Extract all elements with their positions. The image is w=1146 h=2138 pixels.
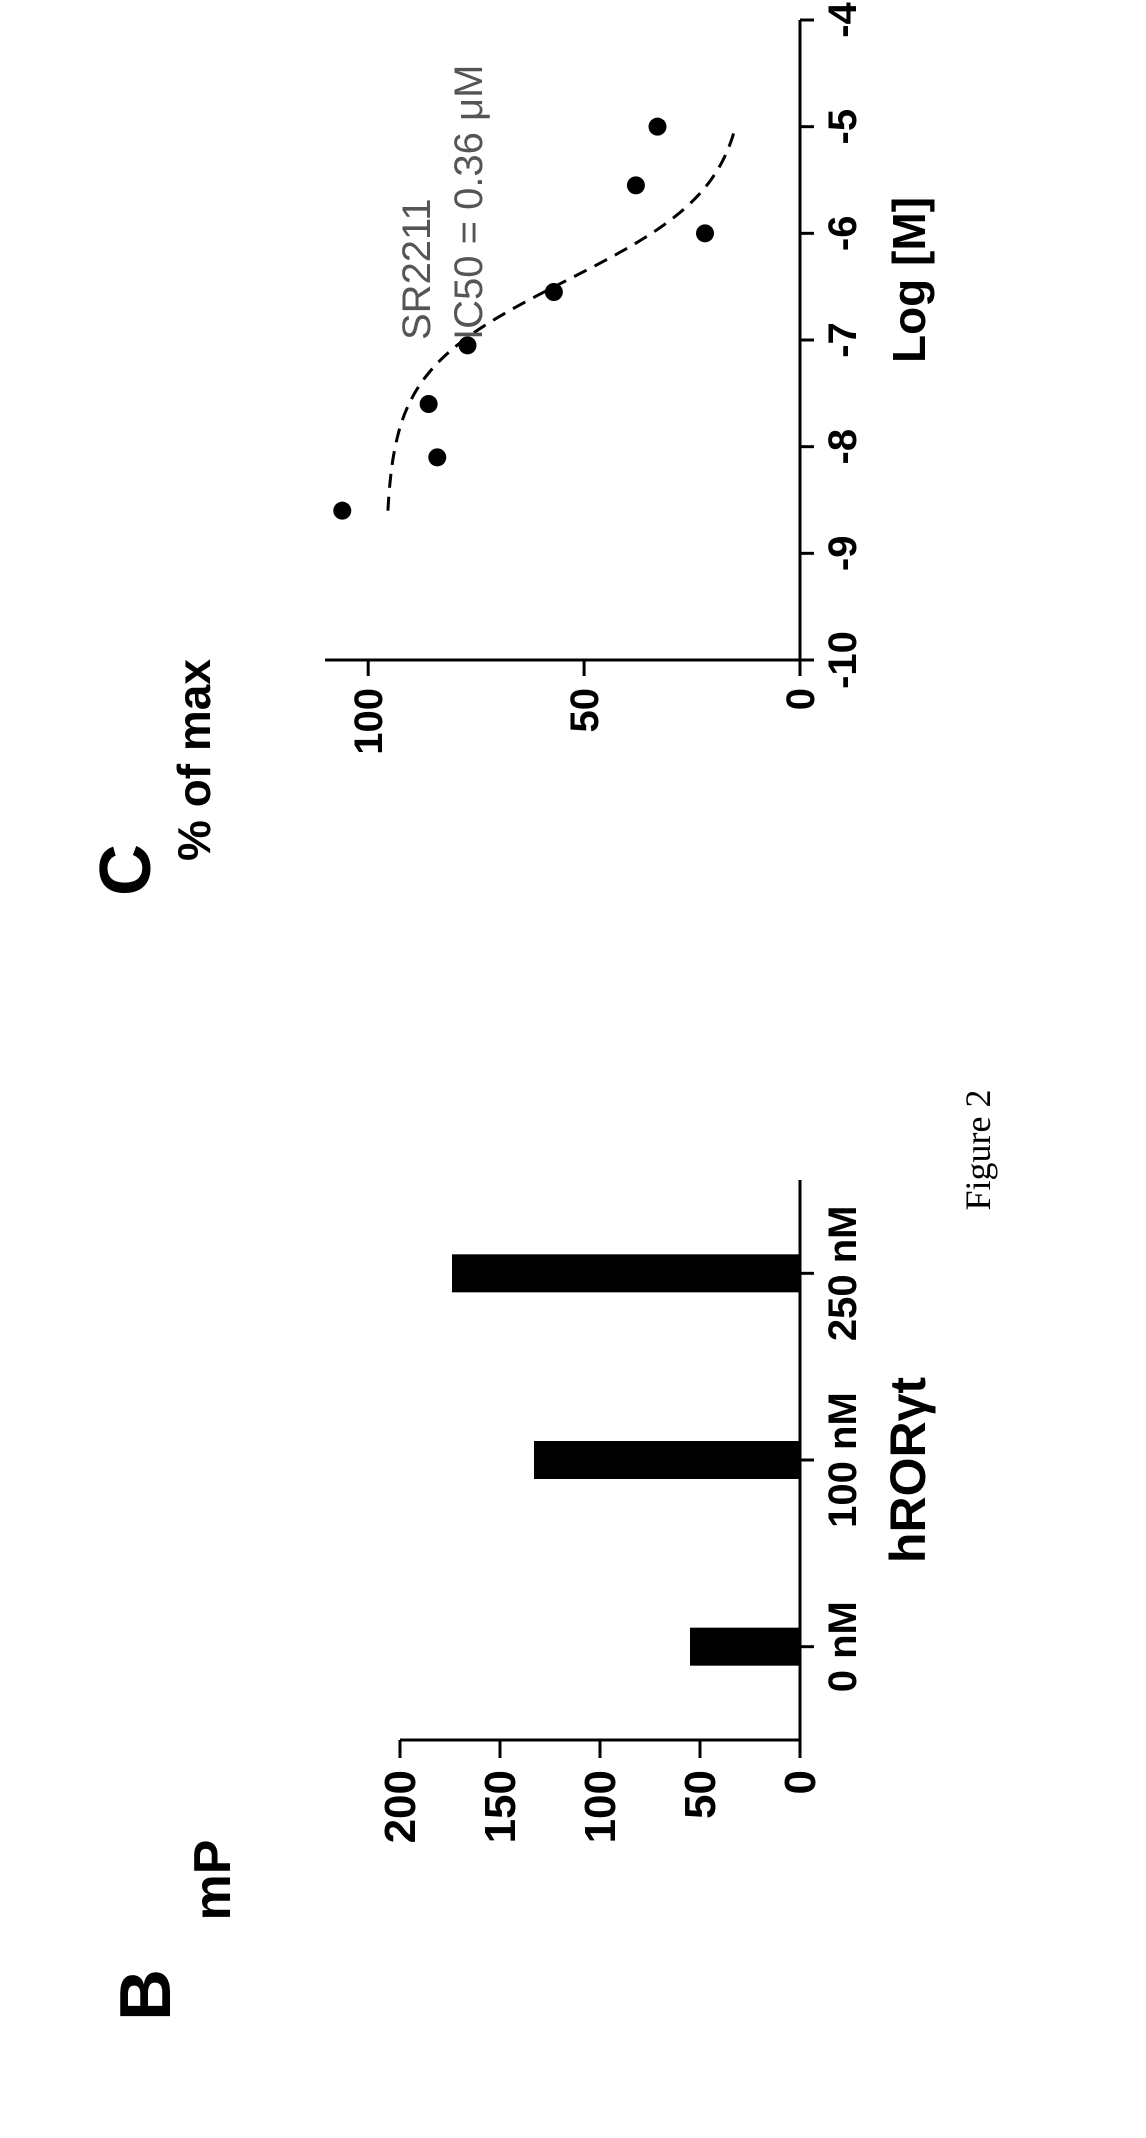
panel-b-y-tick-label: 200 bbox=[376, 1770, 425, 1843]
panel-c-ic50-label: IC50 = 0.36 μM bbox=[447, 65, 491, 340]
panel-c-compound-label: SR2211 bbox=[395, 198, 439, 340]
panel-b-category-label: 250 nM bbox=[821, 1206, 865, 1342]
panel-b-bars bbox=[452, 1254, 800, 1665]
panel-c-data-point bbox=[627, 176, 645, 194]
panel-b-bar-chart: B mP 0 50 100 150 200 0 nM 100 nM 250 nM hRORγ… bbox=[106, 1180, 936, 2021]
panel-b-letter: B bbox=[106, 1969, 186, 2021]
panel-c-x-tick-label: -4 bbox=[821, 1, 865, 37]
figure-caption: Figure 2 bbox=[958, 1090, 998, 1211]
panel-b-category-label: 100 nM bbox=[821, 1392, 865, 1528]
panel-b-bar bbox=[452, 1254, 800, 1292]
panel-c-y-ticks: 0 50 100 bbox=[347, 660, 823, 755]
panel-b-y-tick-label: 0 bbox=[776, 1770, 825, 1794]
panel-c-data-point bbox=[545, 283, 563, 301]
panel-c-data-point bbox=[420, 395, 438, 413]
panel-c-x-tick-label: -9 bbox=[821, 536, 865, 572]
panel-b-y-tick-label: 100 bbox=[576, 1770, 625, 1843]
panel-c-data-point bbox=[649, 118, 667, 136]
panel-c-letter: C bbox=[86, 844, 166, 896]
panel-c-points bbox=[333, 118, 714, 520]
panel-c-x-tick-label: -8 bbox=[821, 429, 865, 465]
panel-b-x-axis-label: hRORγt bbox=[880, 1377, 936, 1563]
panel-c-x-tick-label: -7 bbox=[821, 322, 865, 358]
panel-c-y-tick-label: 50 bbox=[563, 688, 607, 733]
panel-c-data-point bbox=[333, 502, 351, 520]
panel-b-y-axis-label: mP bbox=[184, 1840, 242, 1921]
panel-b-category-label: 0 nM bbox=[821, 1601, 865, 1692]
panel-c-x-axis-label: Log [M] bbox=[883, 197, 935, 363]
panel-b-bar bbox=[534, 1441, 800, 1479]
panel-c-data-point bbox=[696, 224, 714, 242]
panel-b-y-tick-label: 50 bbox=[676, 1770, 725, 1819]
panel-b-bar bbox=[690, 1628, 800, 1666]
panel-c-x-tick-label: -10 bbox=[821, 631, 865, 689]
panel-c-x-tick-label: -5 bbox=[821, 109, 865, 145]
panel-b-x-tick-labels: 0 nM 100 nM 250 nM bbox=[800, 1206, 865, 1693]
panel-c-x-tick-label: -6 bbox=[821, 216, 865, 252]
panel-b-y-tick-label: 150 bbox=[476, 1770, 525, 1843]
panel-c-data-point bbox=[428, 448, 446, 466]
panel-c-y-tick-label: 100 bbox=[347, 688, 391, 755]
panel-c-x-ticks: -10 -9 -8 -7 -6 -5 -4 bbox=[800, 1, 865, 688]
panel-c-y-tick-label: 0 bbox=[779, 688, 823, 710]
panel-c-y-axis-label: % of max bbox=[168, 659, 220, 861]
panel-b-y-ticks: 0 50 100 150 200 bbox=[376, 1740, 825, 1843]
panel-c-dose-response-chart: C % of max 0 50 100 -10 -9 -8 -7 -6 -5 -4 SR2211… bbox=[86, 1, 935, 896]
